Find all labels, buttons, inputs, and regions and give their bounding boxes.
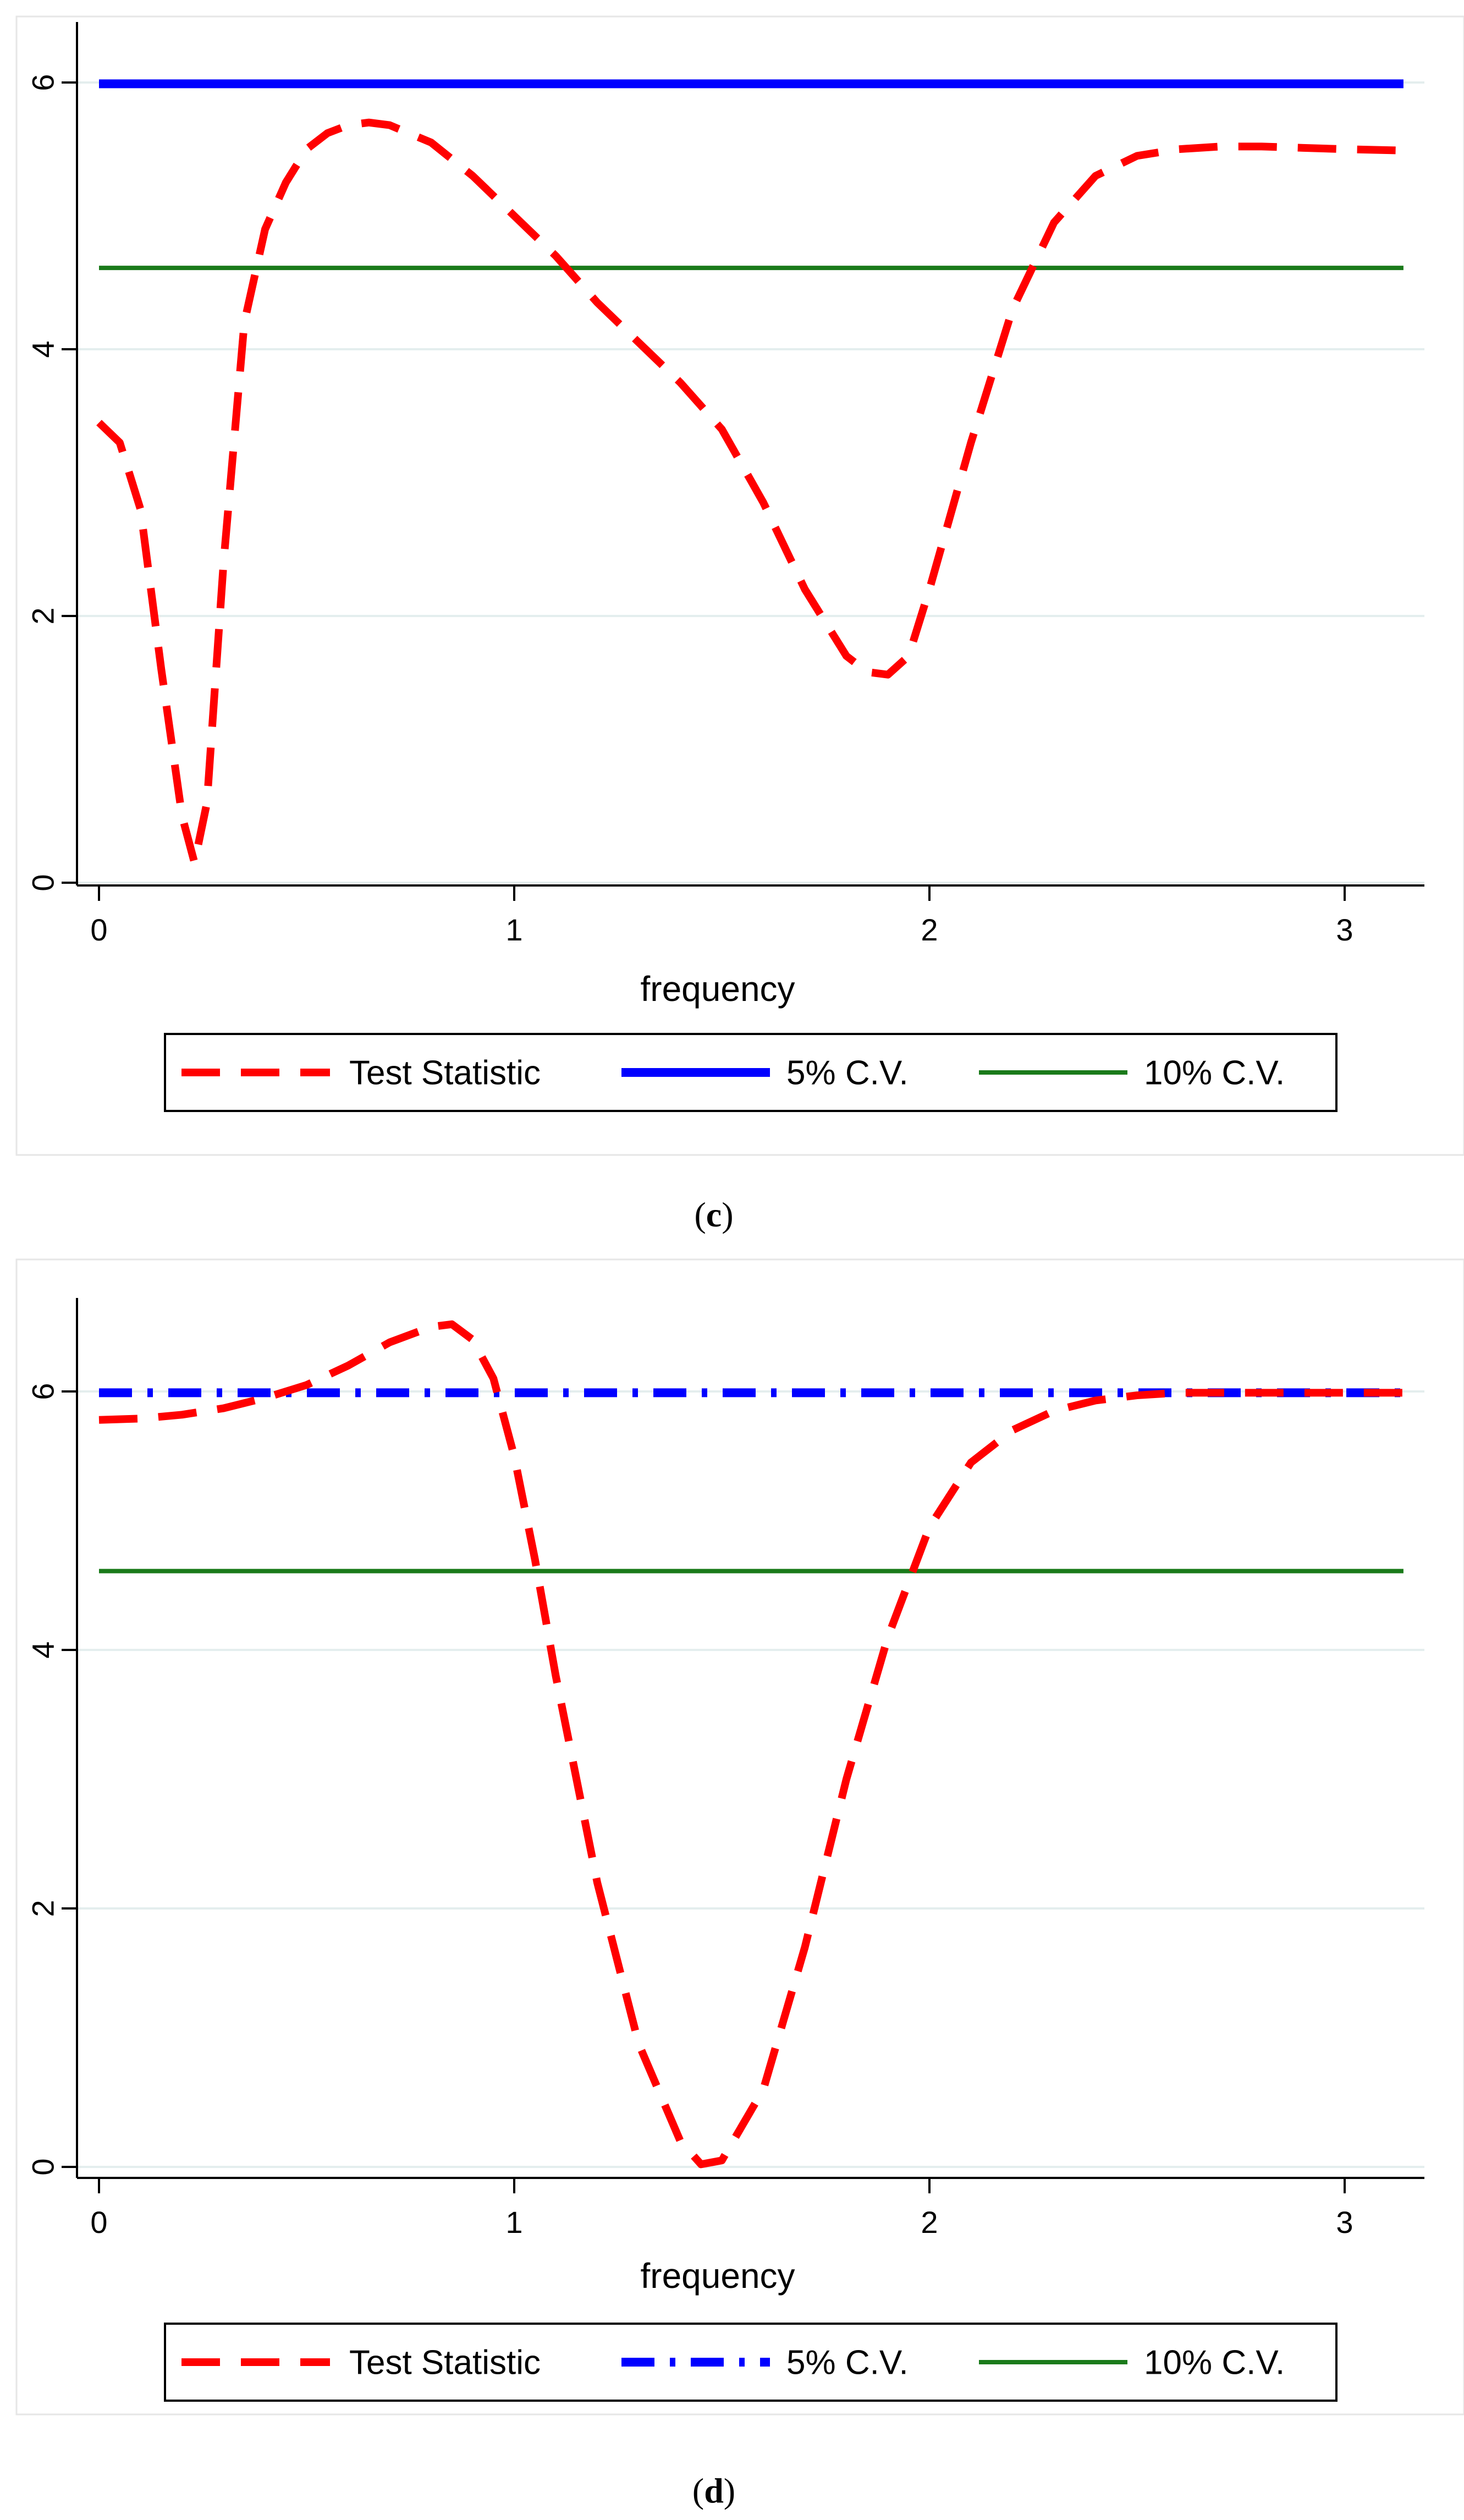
panel-c-ytick-label-2: 2 xyxy=(26,607,60,624)
panel-d-xtick-label-2: 2 xyxy=(921,2205,938,2240)
panel-d-legend: Test Statistic 5% C.V. 10% C.V. xyxy=(164,2323,1338,2402)
panel-c-xtick-label-0: 0 xyxy=(90,912,107,947)
panel-d-xtick-label-0: 0 xyxy=(90,2205,107,2240)
panel-c: 0 2 4 6 0 1 2 3 frequency Test Statistic 5% C.V.… xyxy=(15,15,1464,1156)
panel-c-legend-label-1: 5% C.V. xyxy=(786,1054,909,1092)
panel-d-ytick-label-2: 2 xyxy=(26,1900,60,1917)
panel-c-x-axis-title: frequency xyxy=(640,969,795,1009)
panel-c-xtick-label-2: 2 xyxy=(921,912,938,947)
panel-c-caption: (c) xyxy=(694,1195,733,1234)
panel-d-caption: (d) xyxy=(692,2471,735,2510)
panel-d-xtick-label-3: 3 xyxy=(1336,2205,1353,2240)
panel-d-caption-letter: d xyxy=(704,2471,724,2510)
panel-d-ticks: 0 2 4 6 0 1 2 3 xyxy=(26,1383,1353,2240)
panel-c-series-test-statistic xyxy=(96,118,1404,867)
panel-d-legend-box xyxy=(164,2323,1338,2402)
panel-c-ticks: 0 2 4 6 0 1 2 3 xyxy=(26,74,1353,947)
panel-c-axes xyxy=(76,22,1424,887)
panel-c-legend: Test Statistic 5% C.V. 10% C.V. xyxy=(164,1033,1338,1112)
panel-d-series-test-statistic xyxy=(98,1320,1404,2169)
panel-d-frame xyxy=(15,1258,1464,2416)
panel-c-ytick-label-6: 6 xyxy=(26,74,60,91)
panel-d-ytick-label-0: 0 xyxy=(26,2158,60,2175)
panel-c-series xyxy=(96,79,1404,867)
panel-d-ytick-label-4: 4 xyxy=(26,1641,60,1658)
panel-c-ytick-label-4: 4 xyxy=(26,340,60,357)
panel-c-xtick-label-3: 3 xyxy=(1336,912,1353,947)
panel-d: 0 2 4 6 0 1 2 3 frequency Test Statistic 5% C.V.… xyxy=(15,1258,1464,2416)
panel-c-legend-label-0: Test Statistic xyxy=(349,1054,541,1092)
panel-d-xtick-label-1: 1 xyxy=(505,2205,522,2240)
panel-d-legend-label-2: 10% C.V. xyxy=(1144,2344,1285,2382)
panel-c-xtick-label-1: 1 xyxy=(505,912,522,947)
panel-d-legend-label-1: 5% C.V. xyxy=(786,2344,909,2382)
panel-d-axes xyxy=(76,1298,1424,2179)
panel-d-x-axis-title: frequency xyxy=(640,2256,795,2296)
panel-c-frame xyxy=(15,15,1464,1156)
panel-d-series xyxy=(98,1320,1404,2169)
panel-d-ytick-label-6: 6 xyxy=(26,1383,60,1400)
panel-d-gridlines xyxy=(77,1390,1424,2168)
panel-c-ytick-label-0: 0 xyxy=(26,874,60,891)
panel-d-legend-label-0: Test Statistic xyxy=(349,2344,541,2382)
panel-c-caption-letter: c xyxy=(706,1195,722,1234)
panel-c-legend-label-2: 10% C.V. xyxy=(1144,1054,1285,1092)
